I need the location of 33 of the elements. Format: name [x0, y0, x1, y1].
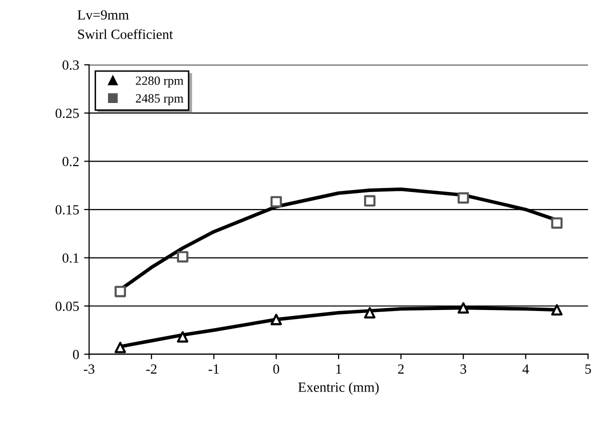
- point: [270, 196, 282, 208]
- point: [114, 342, 126, 354]
- x-tick-label: -3: [84, 364, 94, 374]
- x-tick-label: -1: [208, 364, 219, 374]
- point: [176, 331, 188, 343]
- chart-title: Lv=9mm: [78, 10, 129, 20]
- point: [364, 307, 376, 318]
- legend-label: 2280 rpm: [136, 76, 184, 88]
- y-tick-label: 0.05: [56, 302, 79, 312]
- y-tick-label: 0.3: [62, 60, 79, 70]
- point: [176, 251, 188, 262]
- x-tick-label: 2: [398, 364, 404, 374]
- x-tick-label: 0: [273, 364, 280, 374]
- y-tick-label: 0.2: [62, 156, 79, 166]
- point: [551, 217, 563, 229]
- point: [458, 192, 470, 204]
- x-tick-label: -2: [146, 364, 156, 374]
- y-tick-label: 0.15: [56, 205, 79, 215]
- x-axis-title: Exentric (mm): [298, 382, 379, 395]
- x-tick-label: 4: [522, 364, 529, 374]
- chart-subtitle: Swirl Coefficient: [78, 29, 173, 40]
- legend-label: 2485 rpm: [136, 94, 184, 106]
- x-tick-label: 5: [585, 364, 591, 374]
- y-tick-label: 0: [72, 350, 79, 360]
- point: [551, 304, 563, 316]
- point: [114, 286, 126, 298]
- point: [364, 195, 376, 207]
- x-tick-label: 1: [336, 364, 342, 374]
- y-tick-label: 0.1: [62, 253, 79, 263]
- point: [458, 302, 470, 314]
- y-tick-label: 0.25: [56, 108, 79, 118]
- point: [270, 314, 282, 326]
- x-tick-label: 3: [460, 364, 466, 374]
